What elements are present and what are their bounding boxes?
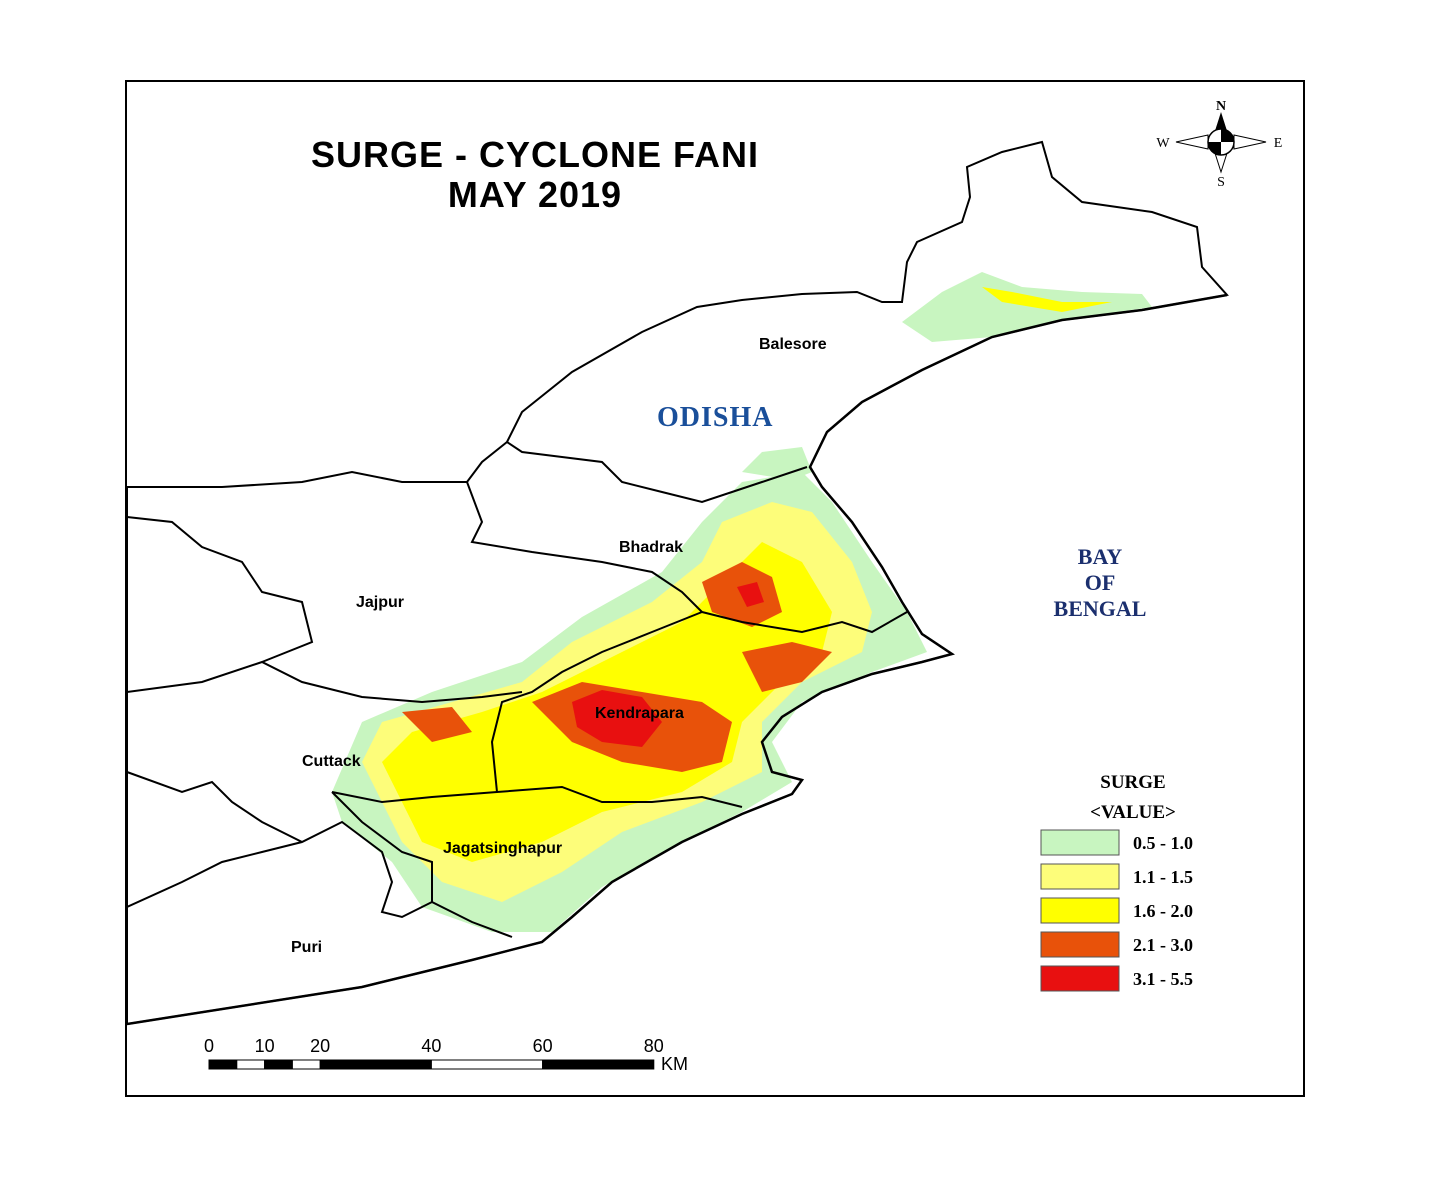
boundary-bhadrak-kendrapara (701, 611, 908, 634)
scale-segment (291, 1059, 321, 1070)
legend-label: 3.1 - 5.5 (1133, 969, 1193, 989)
surge-zone-cuttack-orange (402, 707, 472, 742)
compass-rose-icon: N S E W (1156, 99, 1282, 190)
legend-swatch (1040, 863, 1120, 890)
legend-swatch (1040, 897, 1120, 924)
scale-segment (264, 1059, 293, 1070)
legend-label: 1.1 - 1.5 (1133, 867, 1193, 887)
surge-zone-3.1-5.5 (572, 690, 662, 747)
legend-swatch (1040, 965, 1120, 992)
boundary-jagatsinghapur-puri (331, 791, 513, 938)
state-label: ODISHA (657, 402, 773, 433)
legend-items: 0.5 - 1.0 1.1 - 1.5 1.6 - 2.0 2.1 - 3.0 3.1 … (1040, 829, 1193, 992)
legend-label: 1.6 - 2.0 (1133, 901, 1193, 921)
scale-tick-label: 10 (255, 1036, 275, 1056)
sea-label-line1: BAY (1078, 544, 1123, 569)
district-label-puri: Puri (291, 939, 322, 956)
compass-e: E (1274, 136, 1283, 151)
boundary-jajpur-west (127, 516, 314, 663)
sea-label-line3: BENGAL (1054, 596, 1147, 621)
boundary-jajpur-kendrapara (490, 611, 703, 793)
scale-segment (319, 1059, 432, 1070)
legend: SURGE <VALUE> 0.5 - 1.0 1.1 - 1.5 1.6 - 2.… (1040, 772, 1193, 992)
map-frame: Balesore Bhadrak Jajpur Kendrapara Cutta… (125, 80, 1305, 1097)
scale-tick-label: 60 (533, 1036, 553, 1056)
boundary-bhadrak-jajpur (466, 481, 703, 613)
sea-label: BAY OF BENGAL (1054, 544, 1147, 621)
scale-tick-label: 0 (204, 1036, 214, 1056)
surge-zone-balesore-yellow (982, 287, 1112, 312)
map-title-line1: SURGE - CYCLONE FANI (310, 134, 760, 175)
district-boundaries (127, 441, 908, 938)
scale-tick-label: 20 (310, 1036, 330, 1056)
legend-swatch (1040, 829, 1120, 856)
boundary-jajpur-cuttack (127, 660, 523, 704)
map-canvas: Balesore Bhadrak Jajpur Kendrapara Cutta… (127, 99, 1282, 1074)
scale-unit: KM (661, 1054, 688, 1074)
scale-bar: 0 10 20 40 60 80 KM (204, 1036, 688, 1074)
legend-label: 0.5 - 1.0 (1133, 833, 1193, 853)
boundary-balesore-bhadrak (506, 441, 808, 504)
surge-zone-balesore (902, 272, 1152, 342)
legend-title: SURGE (1100, 772, 1165, 793)
compass-n: N (1216, 99, 1226, 114)
scale-segment (236, 1059, 266, 1070)
map-title-line2: MAY 2019 (447, 174, 623, 215)
district-label-jajpur: Jajpur (356, 594, 404, 611)
scale-tick-label: 80 (644, 1036, 664, 1056)
legend-subtitle: <VALUE> (1090, 802, 1176, 823)
district-label-kendrapara: Kendrapara (595, 705, 684, 722)
district-label-jagatsinghapur: Jagatsinghapur (443, 840, 562, 857)
compass-s: S (1217, 175, 1225, 190)
legend-label: 2.1 - 3.0 (1133, 935, 1193, 955)
sea-label-line2: OF (1085, 570, 1116, 595)
boundary-cuttack-puri (127, 820, 433, 919)
surge-zone-bhadrak-red (737, 582, 764, 607)
district-label-cuttack: Cuttack (302, 753, 361, 770)
scale-tick-label: 40 (421, 1036, 441, 1056)
boundary-cuttack-jagatsinghapur (331, 785, 743, 808)
boundary-cuttack-west (127, 771, 303, 843)
surge-zone-east-orange (742, 642, 832, 692)
district-label-bhadrak: Bhadrak (619, 539, 683, 556)
scale-segment (208, 1059, 238, 1070)
coastline (127, 293, 1228, 1026)
legend-swatch (1040, 931, 1120, 958)
scale-segment (542, 1059, 655, 1070)
district-label-balesore: Balesore (759, 336, 827, 353)
surge-zones (332, 272, 1152, 932)
compass-w: W (1156, 136, 1170, 151)
scale-segment (430, 1059, 544, 1070)
